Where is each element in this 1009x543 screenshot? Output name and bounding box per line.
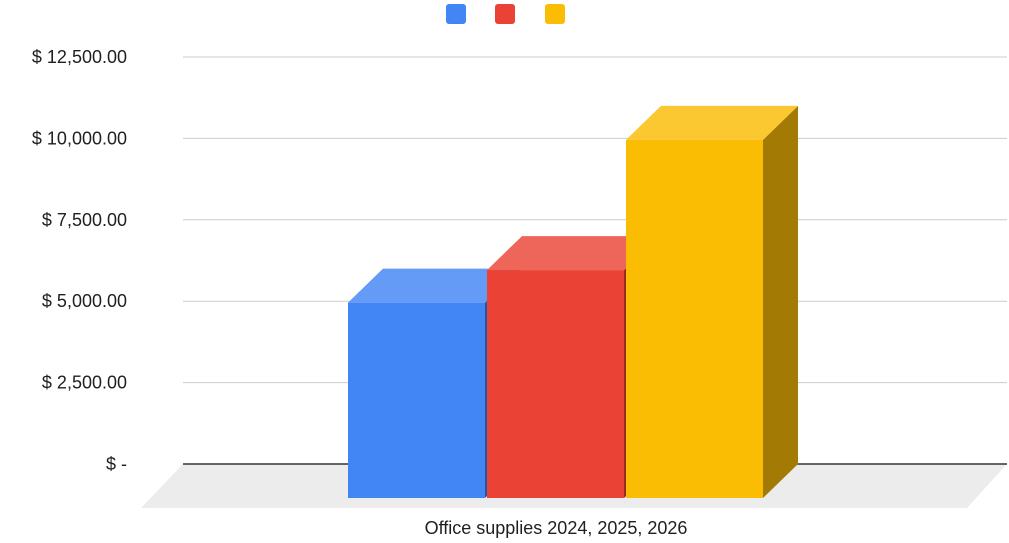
y-axis-tick-labels: $ - $ 2,500.00 $ 5,000.00 $ 7,500.00 $ 10,00… <box>32 47 127 474</box>
y-tick-label: $ 2,500.00 <box>42 373 127 393</box>
bar-top-face <box>487 236 659 271</box>
bar-top-face <box>348 268 520 303</box>
y-tick-label: $ 5,000.00 <box>42 291 127 311</box>
bar-front-face <box>626 139 763 498</box>
bar-side-face <box>763 105 798 498</box>
y-tick-label: $ - <box>106 454 127 474</box>
bar-front-face <box>348 302 485 498</box>
x-category-label: Office supplies 2024, 2025, 2026 <box>425 518 688 538</box>
y-tick-label: $ 7,500.00 <box>42 210 127 230</box>
legend-swatch <box>545 4 565 24</box>
bars <box>348 105 798 498</box>
y-tick-label: $ 10,000.00 <box>32 128 127 148</box>
bar-front-face <box>487 270 624 498</box>
legend <box>446 4 565 24</box>
legend-swatch <box>495 4 515 24</box>
bar-top-face <box>626 105 798 140</box>
legend-swatch <box>446 4 466 24</box>
bar <box>626 105 798 498</box>
y-tick-label: $ 12,500.00 <box>32 47 127 67</box>
